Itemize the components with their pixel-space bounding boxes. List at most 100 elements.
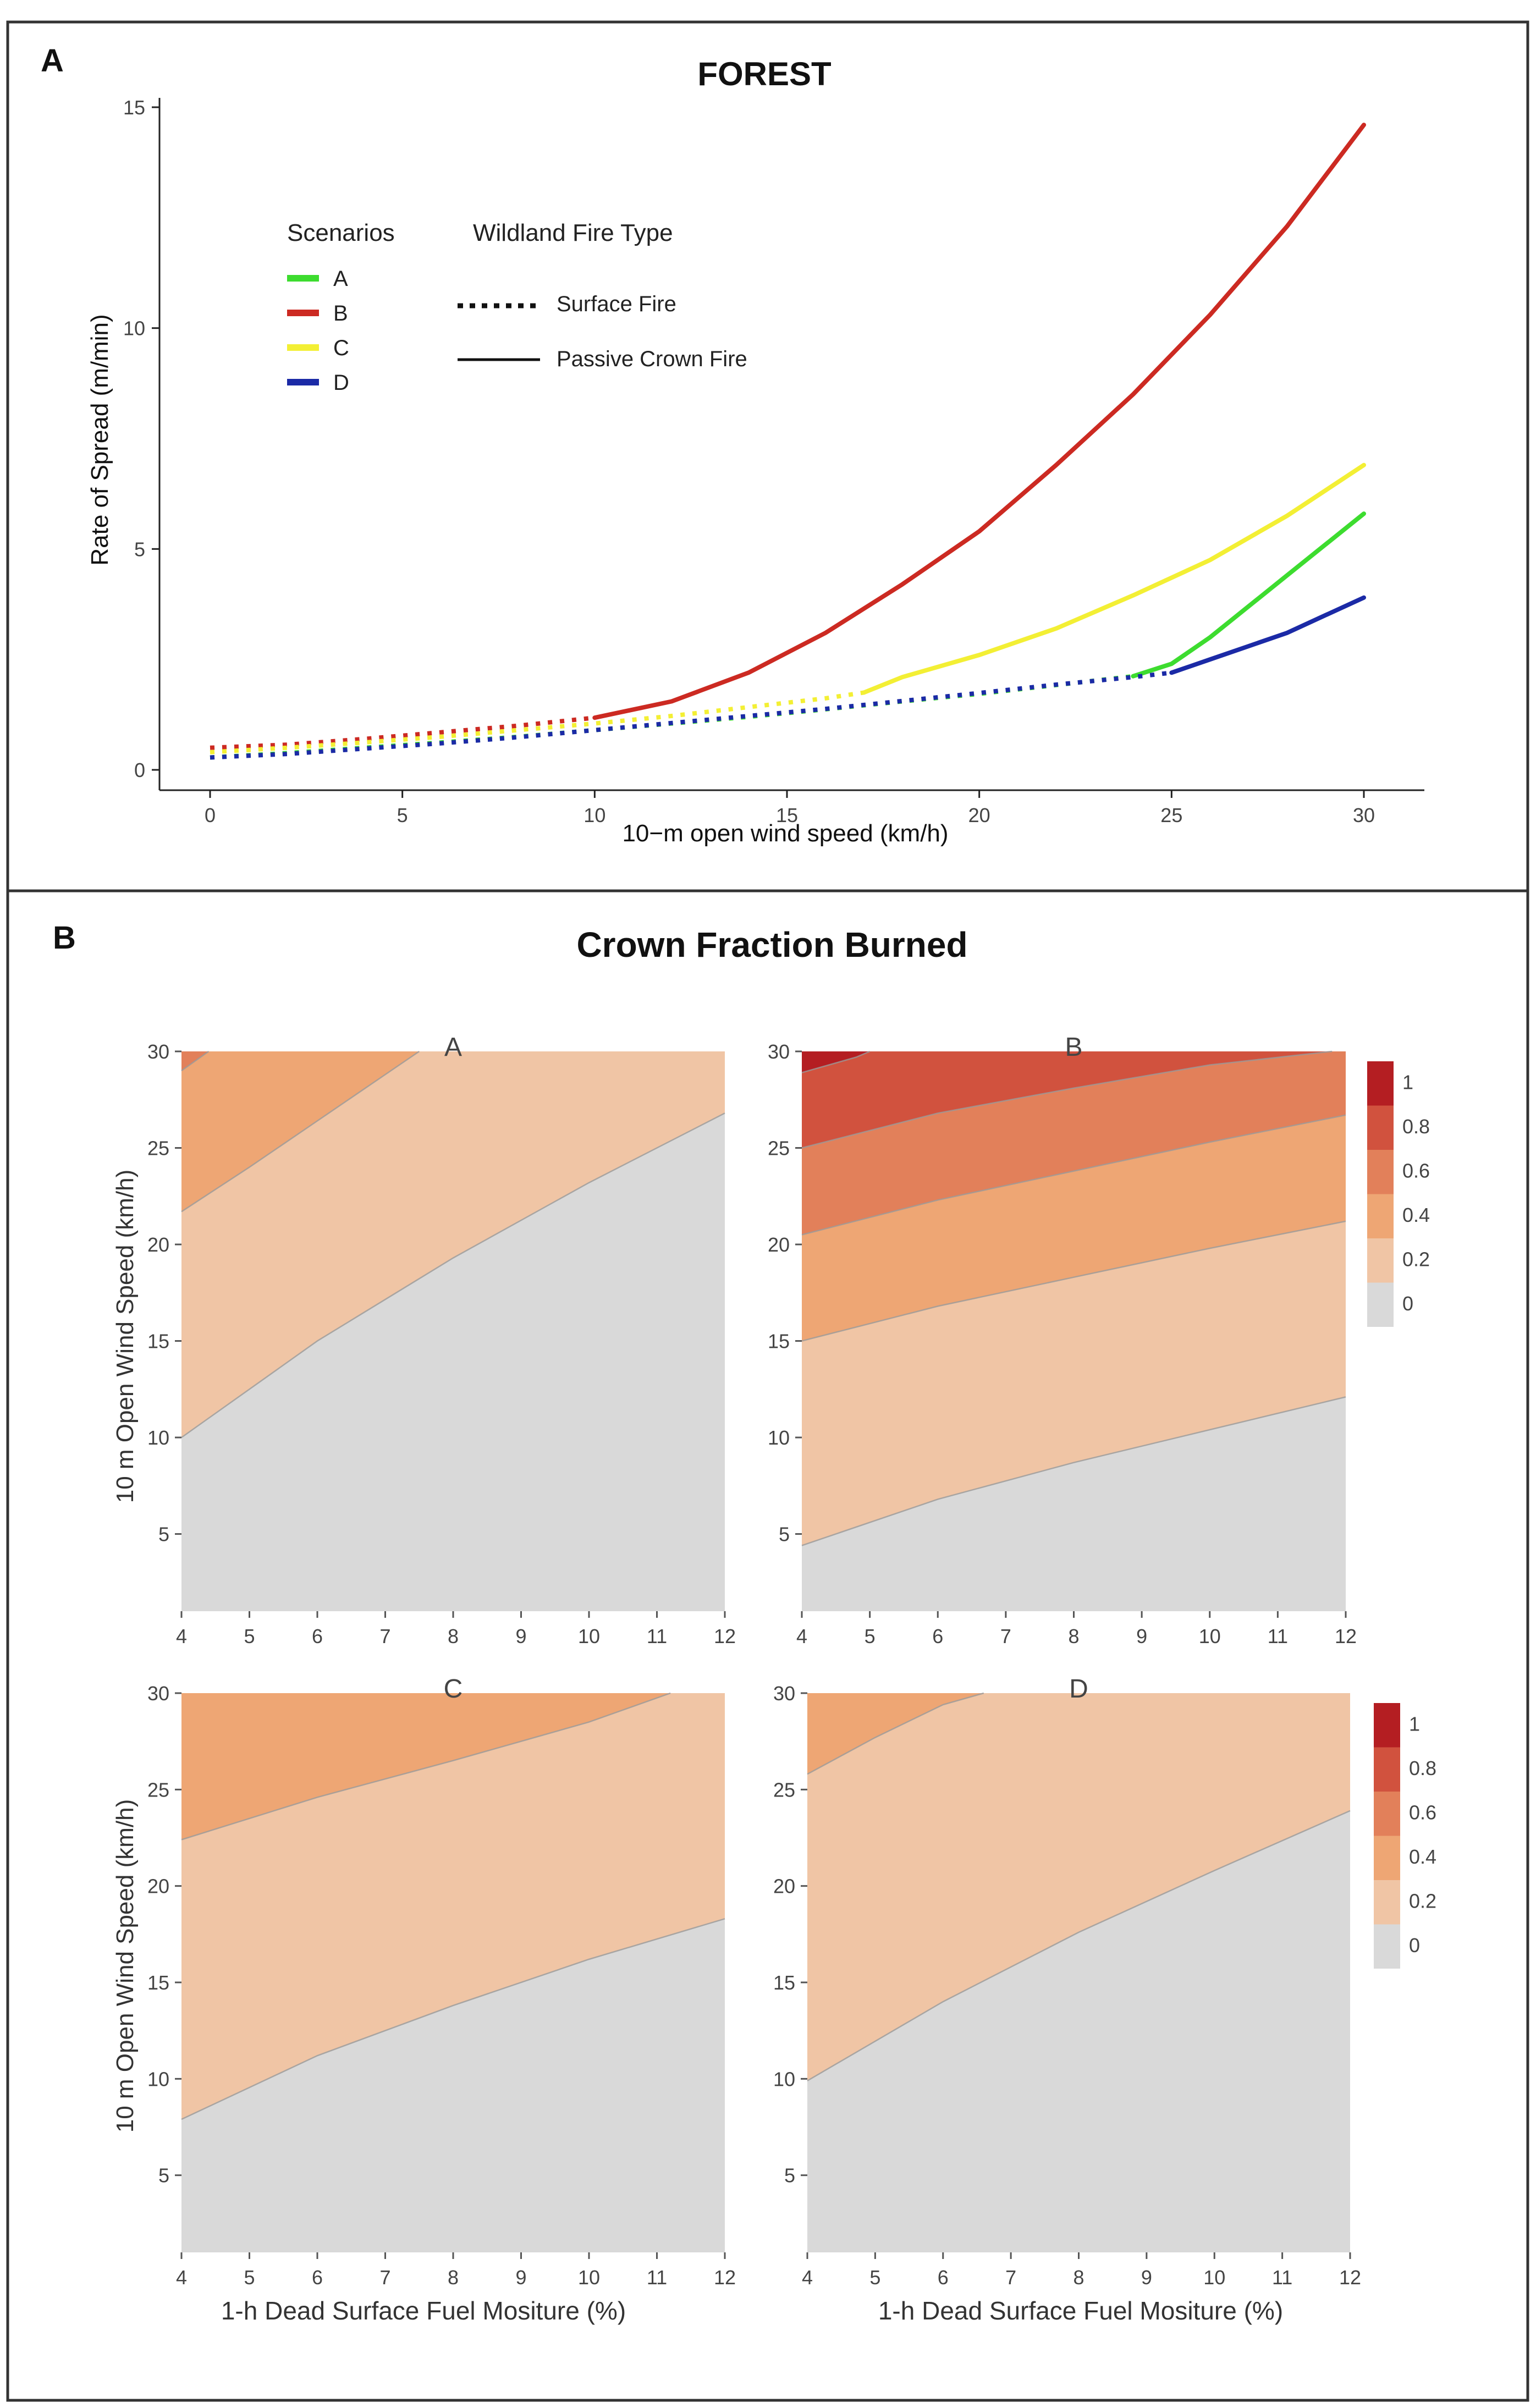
colorbar-label-0.4: 0.4	[1409, 1845, 1436, 1868]
x-tick-label: 4	[176, 2266, 187, 2289]
x-tick-label: 12	[1335, 1625, 1357, 1647]
colorbar-swatch-1	[1367, 1061, 1394, 1106]
panel-a-title: FOREST	[697, 56, 831, 92]
x-tick-label: 7	[379, 1625, 390, 1647]
x-tick-label: 4	[176, 1625, 187, 1647]
y-tick-label: 25	[768, 1137, 790, 1160]
y-tick-label: 10	[147, 1426, 169, 1449]
y-tick-label: 15	[773, 1971, 795, 1994]
series-D-surface-fire-line	[210, 670, 1172, 760]
x-tick-label: 10	[578, 2266, 600, 2289]
series-B-surface-fire-line	[210, 715, 595, 750]
colorbar-label-0.6: 0.6	[1402, 1159, 1430, 1182]
legend-scenarios-title: Scenarios	[287, 219, 395, 246]
x-tick-label: 5	[244, 1625, 255, 1647]
panel-b-y-axis-title-top: 10 m Open Wind Speed (km/h)	[112, 1170, 139, 1503]
y-tick-label: 0	[134, 759, 145, 781]
y-tick-label: 20	[768, 1233, 790, 1256]
contour-line-0.2	[801, 1396, 1346, 1546]
legend-surface-fire-label: Surface Fire	[557, 292, 676, 316]
y-tick-label: 30	[147, 1682, 169, 1705]
contour-line-0.4	[181, 1692, 671, 1841]
panel-a-letter: A	[41, 43, 64, 79]
colorbar-swatch-0.6	[1367, 1150, 1394, 1194]
contour-line-0.8	[801, 1050, 1333, 1149]
x-tick-label: 6	[932, 1625, 943, 1647]
x-tick-label: 25	[1160, 804, 1182, 826]
series-C-crown-fire-line	[861, 462, 1366, 695]
y-tick-label: 5	[779, 1523, 790, 1546]
x-tick-label: 12	[714, 1625, 736, 1647]
x-tick-label: 9	[1141, 2266, 1152, 2289]
panel-b-plots: A 4 5 6 7 8 9 10 11 12 5 10 15 20 25 30 B 4 5 6 7 8 9 10 11 12 5 10…	[147, 1033, 1361, 2289]
panel-a-y-axis-title: Rate of Spread (m/min)	[86, 314, 113, 565]
x-tick-label: 30	[1353, 804, 1375, 826]
x-tick-label: 10	[1203, 2266, 1225, 2289]
panel-b-colorbars: 1 0.8 0.6 0.4 0.2 0 1 0.8 0.6 0.4 0.2 0	[1367, 1061, 1436, 1969]
subplot-title: D	[1069, 1674, 1088, 1704]
colorbar-label-0.8: 0.8	[1409, 1757, 1436, 1779]
y-tick-label: 10	[768, 1426, 790, 1449]
y-tick-label: 10	[147, 2068, 169, 2090]
x-tick-label: 5	[244, 2266, 255, 2289]
y-tick-label: 15	[123, 96, 145, 119]
x-tick-label: 5	[397, 804, 408, 826]
band-region-0.4	[807, 1693, 984, 1775]
x-tick-label: 5	[865, 1625, 876, 1647]
band-region-0.2	[181, 1693, 725, 2119]
colorbar-swatch-0.4	[1374, 1836, 1400, 1880]
subplot-title: B	[1065, 1033, 1082, 1062]
contour-line-0.4	[807, 1692, 984, 1775]
x-tick-label: 6	[312, 1625, 323, 1647]
colorbar-label-0: 0	[1402, 1292, 1413, 1315]
colorbar-label-0.2: 0.2	[1409, 1889, 1436, 1912]
band-region-0.2	[807, 1693, 1350, 2081]
x-tick-label: 11	[1272, 2266, 1292, 2289]
panel-b-title: Crown Fraction Burned	[576, 925, 967, 965]
x-tick-label: 6	[312, 2266, 323, 2289]
subplot-A: A 4 5 6 7 8 9 10 11 12 5 10 15 20 25 30	[147, 1033, 736, 1647]
y-tick-label: 10	[773, 2068, 795, 2090]
colorbar-swatch-0.4	[1367, 1194, 1394, 1238]
x-tick-label: 10	[578, 1625, 600, 1647]
x-tick-label: 7	[379, 2266, 390, 2289]
x-tick-label: 11	[647, 2266, 667, 2289]
contour-line-0.6	[181, 1050, 210, 1072]
x-tick-label: 0	[205, 804, 216, 826]
x-tick-label: 20	[968, 804, 990, 826]
y-tick-label: 30	[768, 1040, 790, 1063]
contour-line-0.2	[807, 1810, 1351, 2081]
legend-firetype-title: Wildland Fire Type	[473, 219, 673, 246]
colorbar-label-1: 1	[1409, 1712, 1420, 1735]
y-tick-label: 30	[147, 1040, 169, 1063]
band-region-0.8	[802, 1051, 1333, 1148]
y-tick-label: 5	[784, 2164, 795, 2187]
x-tick-label: 8	[1073, 2266, 1084, 2289]
panel-a-x-axis-title: 10−m open wind speed (km/h)	[622, 820, 948, 847]
legend-label-B: B	[333, 301, 348, 326]
subplot-D: D 4 5 6 7 8 9 10 11 12 5 10 15 20 25 30	[773, 1674, 1361, 2289]
series-D-crown-fire-line	[1169, 595, 1366, 675]
x-tick-label: 7	[1000, 1625, 1011, 1647]
colorbar-label-0.8: 0.8	[1402, 1115, 1430, 1138]
y-tick-label: 20	[147, 1233, 169, 1256]
y-tick-label: 15	[768, 1330, 790, 1353]
y-tick-label: 5	[158, 2164, 169, 2187]
panel-b-y-axis-title-bottom: 10 m Open Wind Speed (km/h)	[112, 1799, 139, 2133]
colorbar-swatch-1	[1374, 1703, 1400, 1748]
x-tick-label: 4	[796, 1625, 807, 1647]
x-tick-label: 10	[1199, 1625, 1221, 1647]
x-tick-label: 8	[1068, 1625, 1079, 1647]
x-tick-label: 12	[1339, 2266, 1361, 2289]
colorbar-swatch-0.2	[1374, 1880, 1400, 1925]
colorbar-2: 1 0.8 0.6 0.4 0.2 0	[1374, 1703, 1436, 1969]
panel-a-frame	[6, 20, 1529, 892]
legend-label-A: A	[333, 267, 348, 291]
contour-line-0.4	[181, 1050, 420, 1213]
x-tick-label: 11	[1268, 1625, 1288, 1647]
colorbar-swatch-0	[1367, 1282, 1394, 1327]
colorbar-swatch-0.2	[1367, 1238, 1394, 1283]
series-A-crown-fire-line	[1131, 511, 1366, 679]
